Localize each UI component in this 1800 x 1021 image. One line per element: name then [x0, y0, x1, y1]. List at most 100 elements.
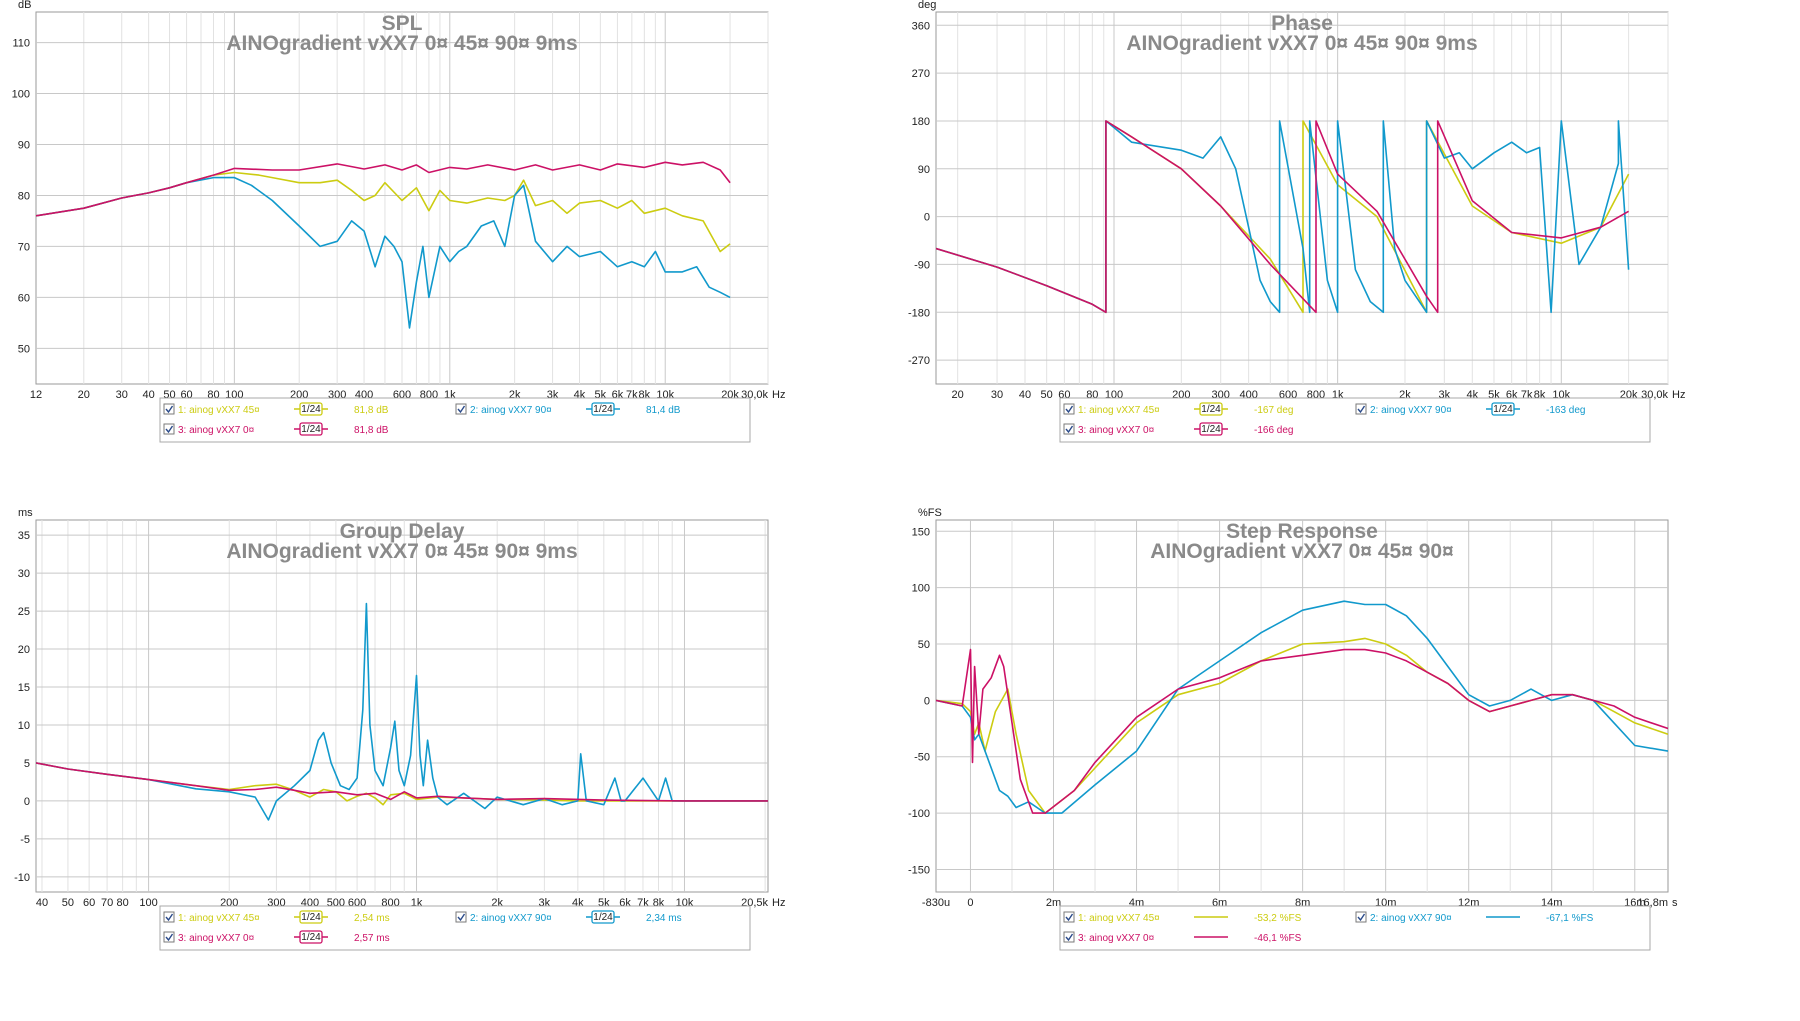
smoothing-badge[interactable] — [1491, 402, 1515, 416]
legend-entry-name: 1: ainog vXX7 45¤ — [178, 405, 260, 416]
x-unit-label: s — [1672, 897, 1678, 909]
x-tick-label: 30 — [116, 389, 128, 401]
legend-checkbox[interactable] — [1063, 403, 1075, 415]
legend-entry-value: 81,8 dB — [354, 425, 389, 436]
smoothing-badge[interactable] — [299, 422, 323, 436]
x-tick-label: -830u — [922, 897, 950, 909]
y-tick-label: 100 — [912, 583, 930, 595]
plot-area[interactable] — [35, 519, 769, 893]
grid — [936, 520, 1668, 892]
y-tick-label: 90 — [918, 164, 930, 176]
legend-checkbox[interactable] — [1063, 911, 1075, 923]
legend-checkbox[interactable] — [163, 931, 175, 943]
step-response-panel: 150 100 50 0 -50 -100 -150 -830u 0 2m 4m 6m 8m 10m 12m… — [900, 507, 1800, 1016]
x-tick-label: 50 — [1041, 389, 1053, 401]
x-tick-label: 0 — [967, 897, 973, 909]
legend-entry-value: 81,8 dB — [354, 405, 389, 416]
legend-entry-value: 2,54 ms — [354, 913, 390, 924]
legend-entry-value: -163 deg — [1546, 405, 1585, 416]
plot-area[interactable] — [935, 519, 1669, 893]
y-unit-label: %FS — [918, 508, 942, 519]
legend: 1: ainog vXX7 45¤ 1/24 -167 deg 2: ainog vX… — [1059, 397, 1651, 443]
y-tick-label: -180 — [908, 307, 930, 319]
y-tick-label: 0 — [924, 695, 930, 707]
check-icon — [457, 913, 466, 922]
smoothing-badge[interactable] — [591, 402, 615, 416]
smoothing-badge[interactable] — [299, 910, 323, 924]
y-tick-label: 15 — [18, 682, 30, 694]
plot-area[interactable] — [935, 11, 1669, 385]
smoothing-badge[interactable] — [299, 930, 323, 944]
smoothing-badge[interactable] — [299, 402, 323, 416]
x-tick-label: 40 — [36, 897, 48, 909]
smoothing-label: 1/24 — [593, 404, 613, 415]
legend-entry-value: -167 deg — [1254, 405, 1293, 416]
chart-subtitle: AINOgradient vXX7 0¤ 45¤ 90¤ 9ms — [1126, 32, 1477, 55]
chart-subtitle: AINOgradient vXX7 0¤ 45¤ 90¤ 9ms — [226, 540, 577, 563]
legend-checkbox[interactable] — [1063, 931, 1075, 943]
legend-entry-value: -166 deg — [1254, 425, 1293, 436]
smoothing-label: 1/24 — [593, 912, 613, 923]
smoothing-label: 1/24 — [301, 912, 321, 923]
series-line-3[interactable] — [936, 648, 1668, 814]
legend-checkbox[interactable] — [455, 403, 467, 415]
check-icon — [1065, 913, 1074, 922]
check-icon — [165, 425, 174, 434]
legend-entry-name: 2: ainog vXX7 90¤ — [1370, 913, 1452, 924]
x-tick-label: 2m — [1046, 897, 1061, 909]
y-tick-label: -150 — [908, 864, 930, 876]
grid — [936, 12, 1669, 384]
smoothing-badge[interactable] — [591, 910, 615, 924]
smoothing-badge[interactable] — [1199, 402, 1223, 416]
y-tick-label: -100 — [908, 808, 930, 820]
series-line-2[interactable] — [936, 600, 1668, 814]
legend-checkbox[interactable] — [1355, 911, 1367, 923]
series-line-2[interactable] — [36, 176, 731, 329]
legend-entry-name: 3: ainog vXX7 0¤ — [178, 425, 255, 436]
legend-entry-name: 1: ainog vXX7 45¤ — [1078, 913, 1160, 924]
check-icon — [165, 913, 174, 922]
series-line-3[interactable] — [36, 161, 731, 217]
spl-panel: 110 100 90 80 70 60 50 12 20 30 40 50 60 80 100 200 300 4… — [0, 0, 900, 508]
series-line-1[interactable] — [36, 171, 731, 253]
series-line-2[interactable] — [36, 602, 768, 821]
legend-entry-value: 2,57 ms — [354, 933, 390, 944]
series-line-3[interactable] — [36, 762, 768, 802]
legend-checkbox[interactable] — [1063, 423, 1075, 435]
legend-checkbox[interactable] — [1355, 403, 1367, 415]
smoothing-label: 1/24 — [1201, 404, 1221, 415]
legend-entry-value: 81,4 dB — [646, 405, 681, 416]
y-tick-label: 100 — [12, 89, 30, 101]
legend-entry-name: 1: ainog vXX7 45¤ — [178, 913, 260, 924]
legend-checkbox[interactable] — [163, 423, 175, 435]
x-tick-label: 40 — [143, 389, 155, 401]
smoothing-label: 1/24 — [1493, 404, 1513, 415]
legend-checkbox[interactable] — [163, 911, 175, 923]
y-tick-label: 110 — [12, 38, 30, 50]
chart-subtitle: AINOgradient vXX7 0¤ 45¤ 90¤ 9ms — [226, 32, 577, 55]
legend-checkbox[interactable] — [163, 403, 175, 415]
legend: 1: ainog vXX7 45¤ 1/24 81,8 dB 2: ainog vXX… — [159, 397, 751, 443]
legend-entry-name: 2: ainog vXX7 90¤ — [470, 913, 552, 924]
legend-entry-value: -53,2 %FS — [1254, 913, 1302, 924]
chart-title: SPL — [382, 12, 423, 35]
series-group — [936, 120, 1630, 314]
y-tick-label: -90 — [914, 259, 930, 271]
x-unit-label: Hz — [1672, 389, 1685, 401]
legend-box — [159, 905, 751, 951]
x-tick-label: 70 — [101, 897, 113, 909]
legend-checkbox[interactable] — [455, 911, 467, 923]
check-icon — [1357, 405, 1366, 414]
y-tick-label: 80 — [18, 190, 30, 202]
series-line-2[interactable] — [936, 120, 1630, 314]
smoothing-label: 1/24 — [1201, 424, 1221, 435]
series-line-3[interactable] — [936, 120, 1629, 314]
chart-title: Group Delay — [340, 520, 465, 543]
smoothing-badge[interactable] — [1199, 422, 1223, 436]
y-unit-label: ms — [18, 508, 33, 519]
y-tick-label: 20 — [18, 644, 30, 656]
